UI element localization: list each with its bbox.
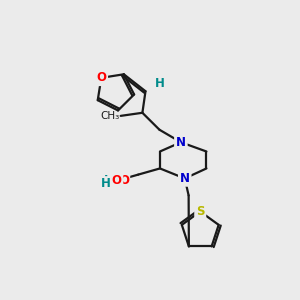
Text: S: S <box>196 205 205 218</box>
Text: H: H <box>154 77 164 90</box>
Text: N: N <box>176 136 186 149</box>
Text: O: O <box>96 71 106 84</box>
Text: O: O <box>112 174 122 187</box>
Text: H: H <box>101 177 111 190</box>
Text: H: H <box>103 174 113 187</box>
Text: N: N <box>180 172 190 185</box>
Text: CH₃: CH₃ <box>100 111 119 121</box>
Text: O: O <box>120 174 130 187</box>
